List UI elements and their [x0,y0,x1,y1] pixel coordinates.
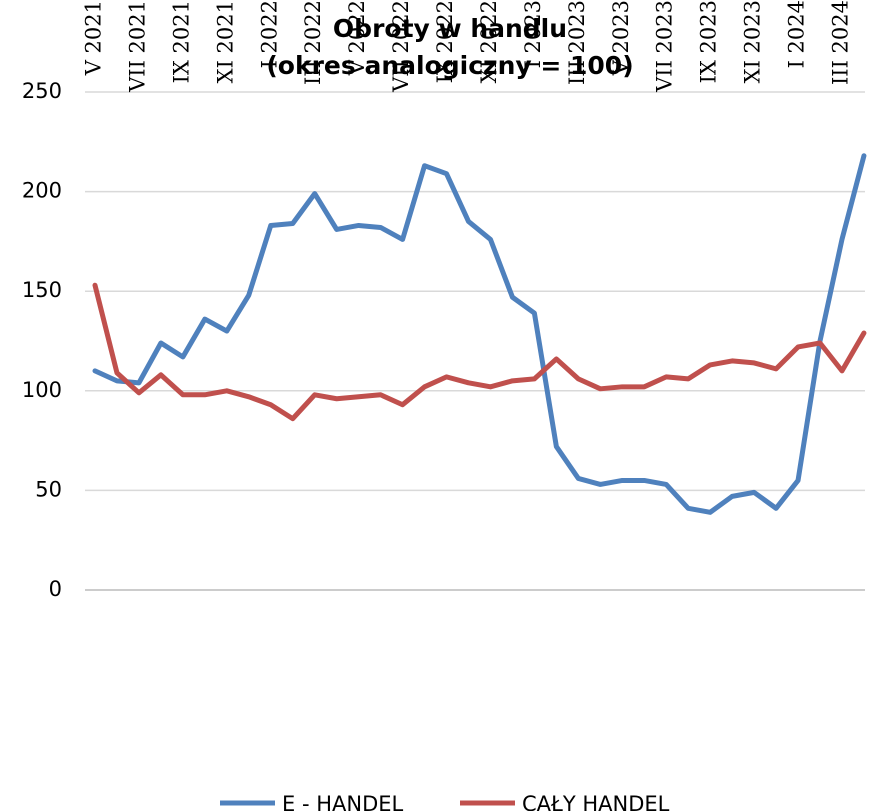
legend-label: CAŁY HANDEL [522,792,670,811]
x-tick-label: XI 2021 [213,0,237,83]
x-tick-label: XI 2022 [477,0,501,83]
x-tick-label: VII 2021 [125,0,149,93]
legend-label: E - HANDEL [282,792,404,811]
y-tick-label: 200 [22,179,62,203]
x-tick-label: V 2021 [82,0,106,76]
x-tick-label: IX 2022 [433,0,457,83]
x-tick-label: IX 2021 [169,0,193,83]
x-tick-label: VII 2022 [389,0,413,93]
x-tick-label: V 2023 [609,0,633,76]
line-series [92,282,867,422]
x-tick-label: I 2023 [521,0,545,68]
x-tick-label: VII 2023 [653,0,677,93]
x-tick-label: III 2022 [301,0,325,85]
x-tick-label: I 2024 [785,0,809,68]
x-tick-label: III 2024 [828,0,852,85]
x-tick-label: V 2022 [345,0,369,76]
y-tick-label: 50 [35,477,62,501]
chart-subtitle: (okres analogiczny = 100) [266,51,633,80]
x-tick-label: III 2023 [565,0,589,85]
line-series [92,153,867,515]
y-tick-label: 100 [22,378,62,402]
chart-title: Obroty w handlu [333,14,567,43]
x-tick-label: IX 2023 [697,0,721,83]
y-tick-label: 250 [22,79,62,103]
y-tick-label: 0 [49,577,62,601]
y-tick-label: 150 [22,278,62,302]
x-tick-label: XI 2023 [741,0,765,83]
x-tick-label: I 2022 [257,0,281,68]
